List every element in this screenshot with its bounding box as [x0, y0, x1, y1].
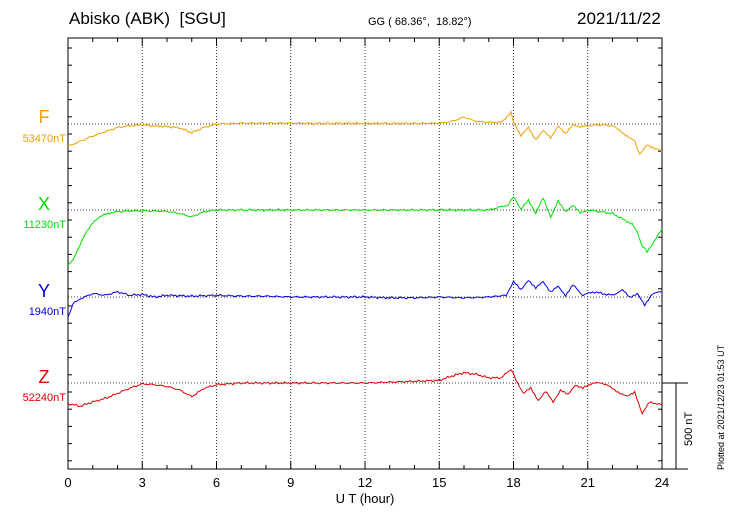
- plotted-timestamp: Plotted at 2021/12/23 01:53 UT: [716, 344, 726, 470]
- series-label-f: F: [38, 107, 50, 127]
- x-tick-label: 15: [432, 475, 446, 490]
- axis-ticks: 0 3 6 9 12 15 18 21 24: [64, 38, 669, 490]
- series-line-z: [67, 369, 663, 416]
- baseline-label-x: 11230nT: [23, 219, 66, 231]
- x-tick-label: 12: [358, 475, 372, 490]
- plot-date: 2021/11/22: [577, 9, 661, 28]
- series-label-y: Y: [37, 281, 50, 301]
- scale-bar-label: 500 nT: [683, 411, 695, 446]
- x-tick-label: 0: [64, 475, 71, 490]
- baseline-label-z: 52240nT: [22, 392, 66, 404]
- series-label-x: X: [37, 194, 50, 214]
- station-title: Abisko (ABK) [SGU]: [69, 9, 226, 28]
- series-line-y: [67, 279, 663, 318]
- geographic-coordinates: GG ( 68.36°, 18.82°): [368, 16, 472, 28]
- x-tick-label: 9: [287, 475, 294, 490]
- grid-lines: [68, 38, 662, 469]
- scale-bar: 500 nT: [662, 382, 695, 470]
- series-label-z: Z: [38, 367, 50, 387]
- series-line-x: [67, 196, 663, 266]
- x-axis-label: U T (hour): [336, 491, 395, 506]
- series-line-f: [67, 110, 663, 155]
- x-tick-label: 18: [506, 475, 520, 490]
- x-tick-label: 21: [581, 475, 595, 490]
- x-tick-label: 24: [655, 475, 669, 490]
- x-tick-label: 3: [139, 475, 146, 490]
- series-lines: [67, 110, 663, 416]
- x-tick-label: 6: [213, 475, 220, 490]
- baseline-label-f: 53470nT: [22, 133, 66, 145]
- baseline-label-y: 1940nT: [28, 306, 66, 318]
